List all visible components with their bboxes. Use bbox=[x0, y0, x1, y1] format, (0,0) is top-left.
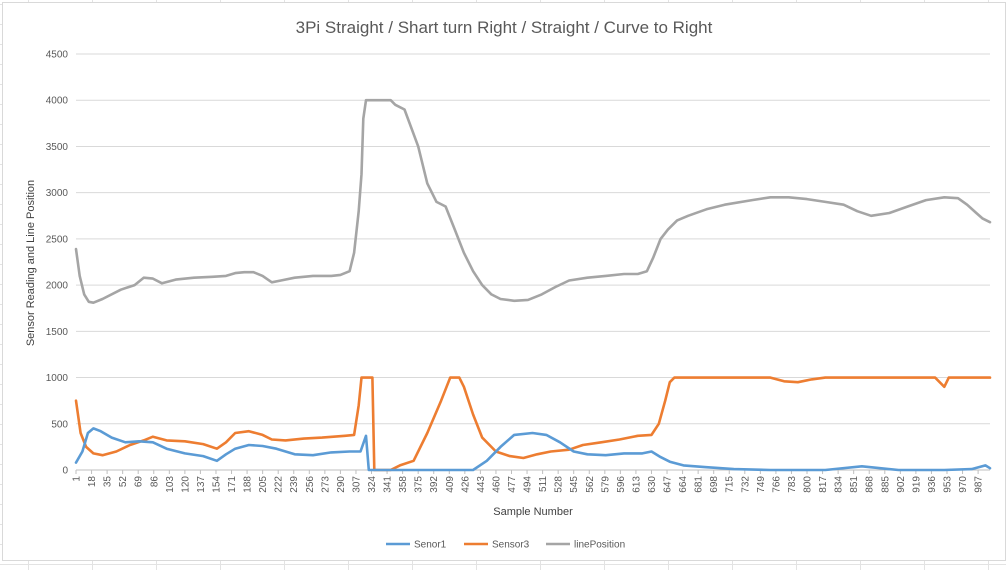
x-tick-label: 137 bbox=[196, 476, 207, 493]
x-tick-label: 987 bbox=[974, 476, 985, 493]
series-line-Sensor3 bbox=[74, 376, 992, 472]
x-tick-label: 18 bbox=[87, 476, 98, 488]
x-tick-label: 222 bbox=[274, 476, 285, 493]
x-tick-label: 681 bbox=[694, 476, 705, 493]
x-tick-label: 409 bbox=[445, 476, 456, 493]
y-tick-label: 1500 bbox=[46, 327, 69, 338]
x-tick-label: 188 bbox=[243, 476, 254, 493]
x-tick-label: 341 bbox=[383, 476, 394, 493]
chart-legend: Senor1 Sensor3 linePosition bbox=[386, 540, 625, 551]
y-tick-label: 500 bbox=[51, 419, 68, 430]
x-tick-label: 749 bbox=[756, 476, 767, 493]
y-tick-label: 3500 bbox=[46, 142, 69, 153]
y-tick-label: 4500 bbox=[46, 50, 69, 61]
x-tick-label: 562 bbox=[585, 476, 596, 493]
x-tick-label: 35 bbox=[103, 476, 114, 488]
legend-label: Sensor3 bbox=[492, 540, 530, 551]
x-axis-ticks: 1 18 35 52 69 86 103 120 137 154 171 188 205 222 239 25… bbox=[72, 470, 985, 493]
y-tick-label: 4000 bbox=[46, 96, 69, 107]
x-tick-label: 273 bbox=[320, 476, 331, 493]
series-line-Senor1 bbox=[74, 427, 992, 472]
x-tick-label: 86 bbox=[149, 476, 160, 488]
x-tick-label: 511 bbox=[538, 476, 549, 492]
y-tick-label: 1000 bbox=[46, 373, 69, 384]
x-tick-label: 936 bbox=[927, 476, 938, 493]
x-tick-label: 239 bbox=[289, 476, 300, 493]
chart-title: 3Pi Straight / Shart turn Right / Straig… bbox=[296, 18, 713, 37]
y-tick-label: 3000 bbox=[46, 188, 69, 199]
x-tick-label: 851 bbox=[849, 476, 860, 493]
x-tick-label: 307 bbox=[351, 476, 362, 493]
x-tick-label: 324 bbox=[367, 476, 378, 493]
x-tick-label: 426 bbox=[460, 476, 471, 493]
x-tick-label: 460 bbox=[491, 476, 502, 493]
legend-label: linePosition bbox=[574, 540, 625, 551]
x-tick-label: 613 bbox=[631, 476, 642, 493]
x-tick-label: 103 bbox=[165, 476, 176, 493]
x-tick-label: 800 bbox=[803, 476, 814, 493]
x-tick-label: 1 bbox=[72, 476, 83, 482]
x-tick-label: 817 bbox=[818, 476, 829, 493]
x-tick-label: 256 bbox=[305, 476, 316, 493]
x-tick-label: 154 bbox=[211, 476, 222, 493]
x-tick-label: 596 bbox=[616, 476, 627, 493]
x-tick-label: 664 bbox=[678, 476, 689, 493]
y-axis-ticks: 0 500 1000 1500 2000 2500 3000 3500 4000 4500 bbox=[46, 50, 69, 477]
x-tick-label: 579 bbox=[600, 476, 611, 493]
y-tick-label: 0 bbox=[62, 466, 68, 477]
x-tick-label: 885 bbox=[880, 476, 891, 493]
x-tick-label: 545 bbox=[569, 476, 580, 493]
x-tick-label: 120 bbox=[180, 476, 191, 493]
x-tick-label: 290 bbox=[336, 476, 347, 493]
y-tick-label: 2000 bbox=[46, 281, 69, 292]
x-tick-label: 783 bbox=[787, 476, 798, 493]
x-tick-label: 953 bbox=[942, 476, 953, 493]
x-tick-label: 477 bbox=[507, 476, 518, 493]
x-tick-label: 766 bbox=[771, 476, 782, 493]
series-lines bbox=[74, 98, 992, 472]
x-tick-label: 732 bbox=[740, 476, 751, 493]
x-tick-label: 52 bbox=[118, 476, 129, 488]
x-tick-label: 698 bbox=[709, 476, 720, 493]
x-tick-label: 630 bbox=[647, 476, 658, 493]
x-tick-label: 171 bbox=[227, 476, 238, 493]
x-tick-label: 902 bbox=[896, 476, 907, 493]
x-tick-label: 647 bbox=[663, 476, 674, 493]
x-tick-label: 69 bbox=[134, 476, 145, 488]
x-tick-label: 443 bbox=[476, 476, 487, 493]
x-axis-label: Sample Number bbox=[493, 506, 573, 518]
x-tick-label: 834 bbox=[834, 476, 845, 493]
x-tick-label: 358 bbox=[398, 476, 409, 493]
y-gridlines bbox=[76, 53, 990, 471]
x-tick-label: 528 bbox=[554, 476, 565, 493]
y-axis-label: Sensor Reading and Line Position bbox=[25, 180, 37, 346]
chart-area[interactable]: 3Pi Straight / Shart turn Right / Straig… bbox=[2, 2, 1006, 561]
legend-label: Senor1 bbox=[414, 540, 447, 551]
x-tick-label: 494 bbox=[523, 476, 534, 493]
x-tick-label: 970 bbox=[958, 476, 969, 493]
x-tick-label: 919 bbox=[911, 476, 922, 493]
x-tick-label: 392 bbox=[429, 476, 440, 493]
x-tick-label: 375 bbox=[414, 476, 425, 493]
series-line-linePosition bbox=[74, 98, 992, 305]
x-tick-label: 715 bbox=[725, 476, 736, 493]
x-tick-label: 205 bbox=[258, 476, 269, 493]
x-tick-label: 868 bbox=[865, 476, 876, 493]
line-chart: 3Pi Straight / Shart turn Right / Straig… bbox=[25, 18, 992, 551]
y-tick-label: 2500 bbox=[46, 234, 69, 245]
